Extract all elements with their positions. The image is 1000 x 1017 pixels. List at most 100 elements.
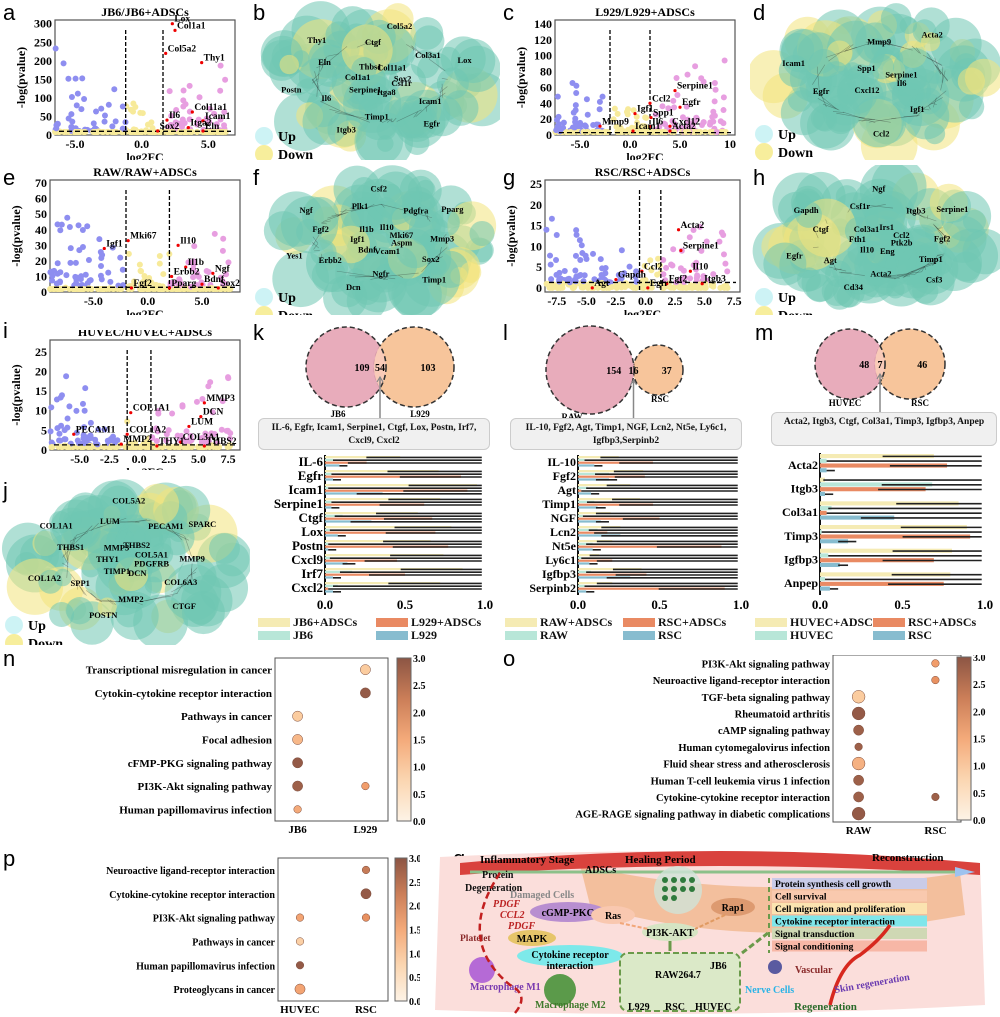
- data-point: [614, 284, 621, 291]
- bar-rsc-adscs: [820, 558, 934, 563]
- data-point: [694, 272, 701, 279]
- network-edge: [386, 118, 392, 123]
- data-point: [101, 118, 108, 125]
- colorbar-tick-label: 3.0: [973, 655, 986, 664]
- bar-rsc: [820, 468, 827, 473]
- network-edge: [937, 254, 943, 258]
- data-point: [554, 93, 561, 100]
- network-edge: [832, 111, 845, 113]
- bar-l929-adscs: [325, 559, 397, 562]
- bar-rsc-adscs: [820, 510, 827, 515]
- gene-marker: [679, 248, 683, 253]
- y-tick-label: 20: [35, 364, 47, 378]
- data-point: [87, 277, 94, 284]
- network-edge: [321, 222, 327, 225]
- network-edge: [139, 595, 174, 603]
- node-label: POSTN: [89, 610, 118, 620]
- legend-down-label: Down: [778, 309, 813, 315]
- legend-down-label: Down: [778, 146, 813, 160]
- node-label: Thbs1: [359, 62, 382, 72]
- data-point: [64, 214, 71, 221]
- bar-jb6: [325, 584, 338, 587]
- enrichment-dot: [360, 664, 371, 675]
- pathway-label: Transcriptional misregulation in cancer: [86, 665, 272, 677]
- panel-label-f: f: [253, 165, 260, 190]
- data-point: [700, 119, 707, 126]
- data-point: [105, 269, 112, 276]
- network-edge: [427, 52, 431, 60]
- y-tick-label: 60: [540, 80, 552, 94]
- bar-raw-adscs: [578, 470, 644, 473]
- network-edge: [377, 276, 396, 280]
- data-point: [630, 107, 637, 114]
- x-category-label: JB6: [288, 824, 307, 836]
- network-edge: [922, 108, 930, 111]
- bar-rsc: [578, 562, 590, 565]
- network-edge: [891, 114, 920, 120]
- legend-item: HUVEC+ADSCs: [755, 615, 878, 630]
- bar-raw-adscs: [578, 568, 642, 571]
- data-point: [721, 57, 728, 64]
- node-label: Csf2: [370, 184, 387, 194]
- network-edge: [877, 40, 905, 48]
- data-point: [90, 120, 97, 127]
- data-point: [591, 276, 598, 283]
- bar-l929-adscs: [325, 545, 449, 548]
- data-point: [66, 223, 73, 230]
- node-label: SPARC: [189, 519, 217, 529]
- legend-up-swatch: [255, 127, 273, 145]
- outcome-label: Cell survival: [775, 893, 827, 903]
- enrichment-dot: [295, 937, 305, 946]
- data-point: [582, 122, 589, 129]
- node-label: Sox2: [422, 254, 439, 264]
- data-point: [66, 403, 73, 410]
- bar-raw: [578, 528, 598, 531]
- data-point: [127, 106, 134, 113]
- network-edges: [812, 204, 948, 280]
- data-point: [618, 247, 625, 254]
- data-point: [136, 261, 143, 268]
- x-axis-label: log2FC: [626, 150, 663, 160]
- data-point: [572, 267, 579, 274]
- node-label: Serpine1: [885, 70, 917, 80]
- node-label: Ctgf: [813, 224, 829, 234]
- pathway-label: cAMP signaling pathway: [718, 726, 831, 737]
- bar-rsc-adscs: [820, 534, 971, 539]
- gene-marker: [129, 286, 134, 290]
- data-point: [683, 103, 690, 110]
- pathway-bubble: [711, 898, 755, 916]
- gene-marker: [201, 129, 205, 133]
- network-edges: [312, 41, 448, 124]
- data-point: [57, 227, 64, 234]
- data-point: [654, 271, 661, 278]
- data-point: [581, 272, 588, 279]
- x-category-label: L929: [353, 824, 377, 836]
- data-point: [211, 110, 218, 117]
- network-edge: [331, 214, 343, 216]
- bar-l929-adscs: [325, 475, 461, 478]
- data-point: [617, 124, 624, 131]
- enrichment-dot: [360, 888, 372, 900]
- x-tick-label: 0.0: [132, 452, 147, 466]
- x-tick-label: 0.0: [317, 597, 333, 612]
- data-point: [217, 274, 224, 281]
- bar-raw: [578, 500, 595, 503]
- up-node-bubble: [49, 602, 75, 628]
- x-tick-label: 0.5: [397, 597, 414, 612]
- node-label: Eng: [880, 246, 895, 256]
- gene-marker: [216, 286, 220, 290]
- venn-left-label: RAW: [561, 412, 582, 422]
- network-edge: [441, 77, 448, 80]
- data-point: [661, 120, 668, 127]
- data-point: [620, 282, 627, 289]
- data-point: [190, 265, 197, 272]
- node-label: Icam1: [419, 96, 442, 106]
- up-node-bubble: [958, 93, 985, 120]
- outcome-label: Signal transduction: [775, 930, 855, 940]
- bar-raw: [578, 458, 585, 461]
- data-point: [590, 250, 597, 257]
- y-axis-label: -log(pvalue): [9, 205, 23, 266]
- network-edge: [928, 105, 931, 110]
- gene-label: LUM: [191, 417, 213, 427]
- data-point: [219, 398, 226, 405]
